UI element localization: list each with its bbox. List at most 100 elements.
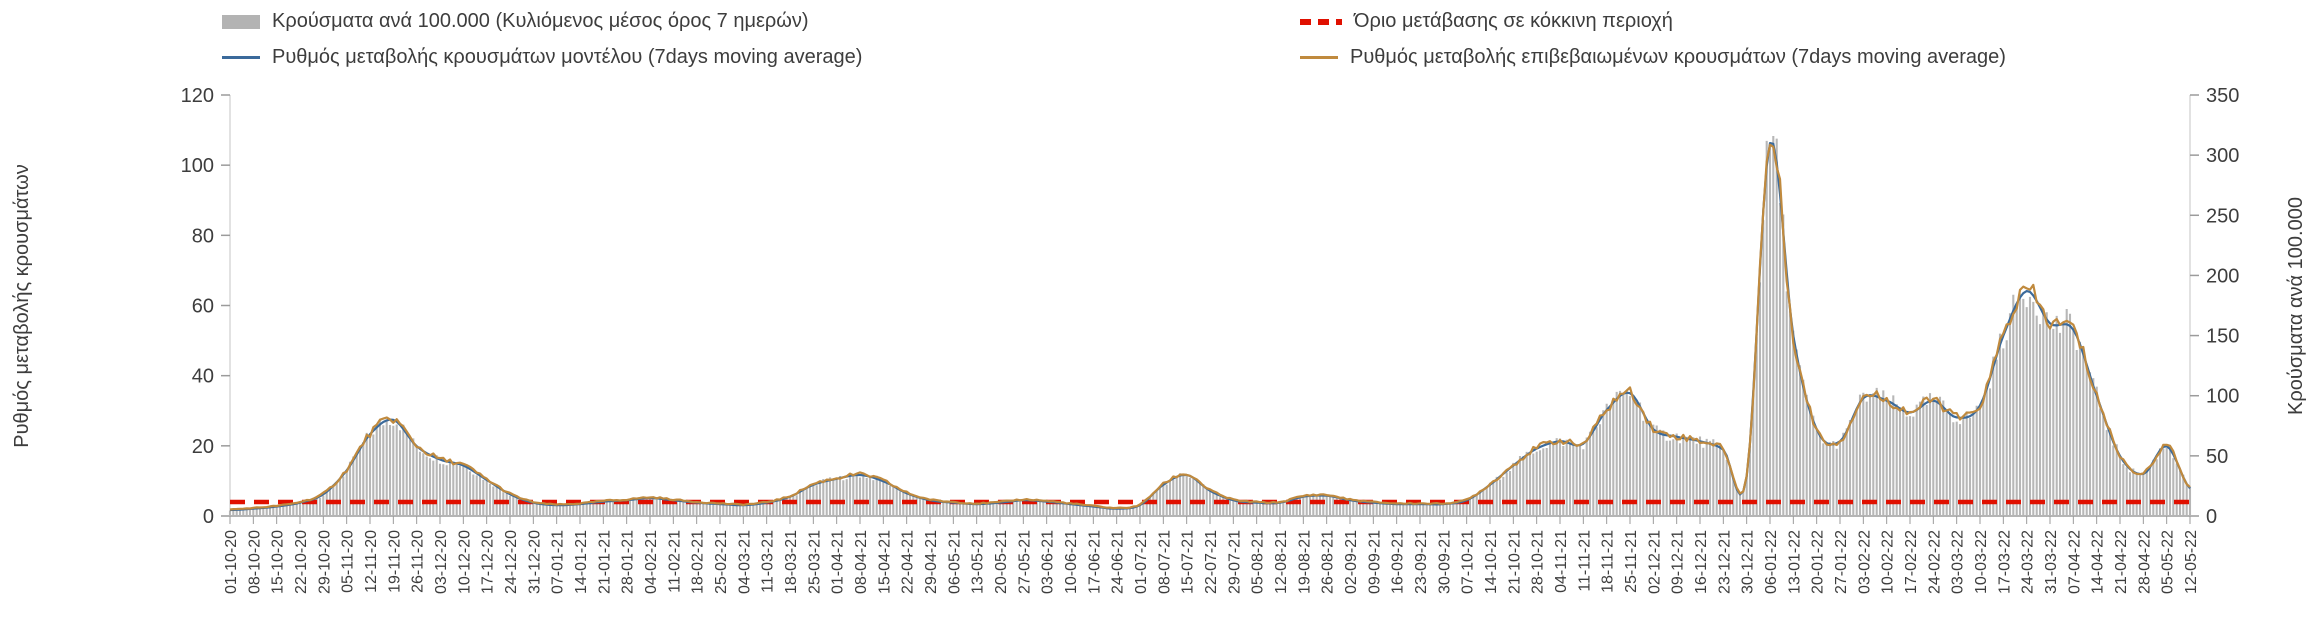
x-tick-label: 26-11-20 [410,530,427,593]
x-tick-label: 17-03-22 [1996,530,2013,594]
threshold-dash-swatch-icon [1300,18,1342,25]
x-tick-label: 21-04-22 [2113,530,2130,594]
x-tick-label: 18-02-21 [690,530,707,594]
x-tick-label: 10-12-20 [456,530,473,594]
cases-bar-swatch-icon [222,14,260,29]
x-tick-label: 10-06-21 [1063,530,1080,594]
x-tick-label: 03-02-22 [1856,530,1873,594]
right-tick-label: 350 [2206,85,2239,107]
x-tick-label: 25-03-21 [806,530,823,594]
x-tick-label: 04-03-21 [736,530,753,594]
model-line-swatch-icon [222,56,260,59]
x-tick-label: 22-04-21 [900,530,917,594]
legend-item-cases: Κρούσματα ανά 100.000 (Κυλιόμενος μέσος … [222,10,809,33]
x-tick-label: 12-11-20 [363,530,380,593]
x-tick-label: 16-12-21 [1693,530,1710,594]
x-tick-label: 04-02-21 [643,530,660,594]
x-tick-label: 10-03-22 [1973,530,1990,594]
x-tick-label: 29-10-20 [316,530,333,594]
left-tick-label: 120 [181,85,214,107]
x-tick-label: 12-05-22 [2183,530,2200,594]
x-tick-label: 14-01-21 [573,530,590,594]
x-tick-label: 16-09-21 [1390,530,1407,594]
x-tick-label: 11-11-21 [1576,530,1593,592]
x-tick-label: 08-07-21 [1156,530,1173,594]
x-tick-label: 18-03-21 [783,530,800,594]
x-tick-label: 17-12-20 [480,530,497,594]
x-tick-label: 01-07-21 [1133,530,1150,594]
x-tick-label: 28-10-21 [1530,530,1547,594]
left-tick-label: 100 [181,155,214,177]
x-tick-label: 30-12-21 [1740,530,1757,594]
x-tick-label: 18-11-21 [1600,530,1617,593]
x-tick-label: 15-04-21 [876,530,893,594]
x-tick-label: 28-04-22 [2136,530,2153,594]
confirmed-rate-line [229,143,2191,511]
x-tick-label: 14-04-22 [2090,530,2107,594]
x-tick-label: 02-12-21 [1646,530,1663,594]
x-tick-label: 15-07-21 [1180,530,1197,594]
x-tick-label: 08-10-20 [246,530,263,594]
left-tick-label: 40 [192,366,214,388]
x-tick-label: 13-01-22 [1786,530,1803,594]
x-tick-label: 17-06-21 [1086,530,1103,594]
x-tick-label: 07-10-21 [1460,530,1477,594]
right-tick-label: 300 [2206,145,2239,167]
x-tick-label: 28-01-21 [620,530,637,594]
x-tick-label: 19-08-21 [1296,530,1313,594]
x-tick-label: 04-11-21 [1553,530,1570,593]
x-tick-label: 09-12-21 [1670,530,1687,594]
x-tick-label: 11-03-21 [760,530,777,593]
x-tick-label: 25-02-21 [713,530,730,594]
x-tick-label: 02-09-21 [1343,530,1360,594]
left-tick-label: 60 [192,296,214,318]
x-tick-label: 12-08-21 [1273,530,1290,594]
x-tick-label: 07-04-22 [2066,530,2083,594]
x-tick-label: 24-02-22 [1926,530,1943,594]
x-tick-label: 24-03-22 [2020,530,2037,594]
x-tick-label: 13-05-21 [970,530,987,594]
x-tick-label: 27-01-22 [1833,530,1850,594]
x-tick-label: 14-10-21 [1483,530,1500,594]
right-axis-title: Κρούσματα ανά 100.000 [2285,197,2307,415]
x-tick-label: 10-02-22 [1880,530,1897,594]
x-tick-label: 19-11-20 [386,530,403,593]
x-tick-label: 23-12-21 [1716,530,1733,594]
x-tick-label: 20-05-21 [993,530,1010,594]
x-tick-label: 29-04-21 [923,530,940,594]
x-tick-label: 03-12-20 [433,530,450,594]
x-tick-label: 07-01-21 [550,530,567,594]
right-tick-label: 0 [2206,506,2217,528]
x-tick-label: 20-01-22 [1810,530,1827,594]
x-tick-label: 25-11-21 [1623,530,1640,593]
x-tick-label: 05-08-21 [1250,530,1267,594]
right-tick-label: 250 [2206,205,2239,227]
x-tick-label: 22-07-21 [1203,530,1220,594]
x-tick-label: 06-01-22 [1763,530,1780,594]
left-tick-label: 80 [192,225,214,247]
right-tick-label: 200 [2206,265,2239,287]
right-tick-label: 150 [2206,326,2239,348]
x-tick-label: 31-12-20 [526,530,543,594]
x-tick-label: 15-10-20 [270,530,287,594]
legend-item-model: Ρυθμός μεταβολής κρουσμάτων μοντέλου (7d… [222,46,862,69]
legend-item-confirmed: Ρυθμός μεταβολής επιβεβαιωμένων κρουσμάτ… [1300,46,2006,69]
x-tick-label: 21-01-21 [596,530,613,594]
x-tick-label: 31-03-22 [2043,530,2060,594]
x-tick-label: 09-09-21 [1366,530,1383,594]
x-tick-label: 30-09-21 [1436,530,1453,594]
x-tick-label: 01-04-21 [830,530,847,594]
left-tick-label: 0 [203,506,214,528]
legend-label-cases: Κρούσματα ανά 100.000 (Κυλιόμενος μέσος … [272,10,809,32]
x-tick-label: 03-03-22 [1950,530,1967,594]
cases-bars-series [228,136,2192,516]
x-tick-label: 26-08-21 [1320,530,1337,594]
x-tick-label: 22-10-20 [293,530,310,594]
plot-content: 0 20 40 60 80 100 120 0 50 100 150 200 250 300 350 01-1… [181,85,2240,594]
x-tick-label: 01-10-20 [223,530,240,594]
x-tick-label: 27-05-21 [1016,530,1033,594]
legend-label-threshold: Όριο μετάβασης σε κόκκινη περιοχή [1354,10,1673,32]
right-tick-label: 100 [2206,386,2239,408]
x-tick-label: 06-05-21 [946,530,963,594]
